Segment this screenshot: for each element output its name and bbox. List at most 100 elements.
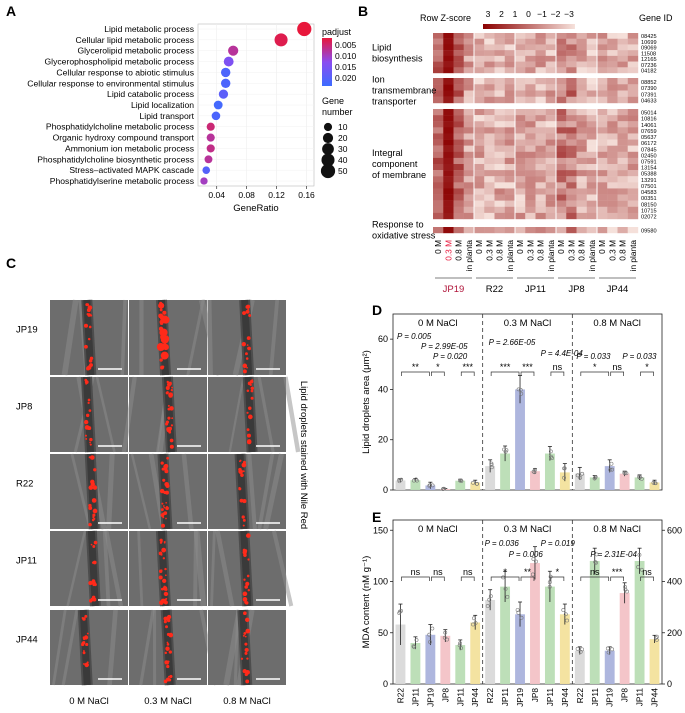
b-heat-cell (576, 61, 587, 68)
b-heat-cell (586, 188, 598, 195)
c-lipid-droplet (238, 486, 241, 489)
c-bg-hypha (223, 609, 243, 686)
b-heat-cell (433, 145, 444, 152)
b-heat-cell (484, 145, 495, 152)
e-replicate-point (443, 630, 448, 635)
b-heat-cell (545, 133, 557, 140)
e-bar (634, 561, 645, 684)
b-heat-cell (443, 90, 454, 97)
b-heat-cell (433, 61, 444, 68)
b-heat-cell (576, 50, 587, 57)
c-lipid-droplet (163, 598, 167, 602)
a-count-label: 30 (338, 144, 348, 154)
c-lipid-droplet (166, 427, 172, 433)
b-heat-cell (525, 78, 536, 85)
a-legend-count-title: Gene (322, 96, 344, 106)
c-lipid-droplet (159, 488, 165, 494)
c-lipid-droplet (238, 471, 241, 473)
a-dot (202, 166, 211, 174)
b-gene-id: 05388 (641, 172, 657, 178)
b-heat-cell (463, 133, 475, 140)
e-replicate-point (534, 559, 538, 564)
e-bar (604, 650, 615, 684)
b-heat-cell (556, 206, 567, 214)
b-heat-cell (627, 78, 639, 85)
b-gene-id: 07391 (641, 92, 657, 98)
a-x-axis-title: GeneRatio (233, 203, 278, 214)
b-heat-cell (586, 121, 598, 128)
b-heat-cell (597, 50, 608, 57)
b-heat-cell (474, 188, 485, 195)
a-legend-count-title: number (322, 107, 353, 117)
b-heat-cell (617, 61, 628, 68)
b-heat-cell (453, 133, 464, 140)
b-heat-cell (545, 33, 557, 39)
c-lipid-droplet (243, 631, 247, 635)
d-bar (410, 480, 421, 490)
d-replicate-point (622, 471, 627, 475)
e-bar (440, 635, 451, 684)
b-heat-cell (617, 188, 628, 195)
b-heat-cell (494, 157, 505, 165)
b-heat-cell (607, 145, 618, 152)
b-heat-cell (463, 121, 475, 128)
b-heat-cell (597, 127, 608, 134)
b-heat-cell (443, 164, 454, 171)
b-heat-cell (597, 61, 608, 68)
b-heat-cell (504, 38, 516, 45)
d-sig-bracket (550, 371, 565, 376)
c-lipid-droplet (244, 647, 249, 653)
e-section-title: 0.8 M NaCl (593, 524, 641, 535)
b-heat-cell (566, 182, 577, 189)
a-dot (200, 177, 208, 185)
b-heat-cell (566, 67, 577, 74)
c-bg-hypha (263, 453, 284, 530)
b-heat-cell (586, 194, 598, 201)
a-count-legend-dot (320, 163, 336, 179)
e-sig-mark: * (503, 567, 507, 577)
b-scale-bar (483, 24, 575, 29)
c-lipid-droplet (92, 485, 98, 490)
c-lipid-droplet (246, 657, 249, 660)
b-scale-tick: 3 (486, 9, 491, 19)
c-lipid-droplet (85, 413, 90, 418)
b-heat-cell (515, 151, 526, 159)
b-heat-cell (484, 78, 495, 85)
e-bar (619, 593, 630, 684)
b-heat-cell (443, 96, 454, 104)
b-heat-cell (607, 127, 618, 134)
d-replicate-point (397, 477, 402, 482)
c-lipid-droplet (168, 381, 172, 386)
c-lipid-droplet (164, 490, 169, 495)
b-heat-cell (463, 182, 475, 189)
e-x-tick-label: R22 (485, 688, 495, 704)
b-heat-cell (463, 145, 475, 152)
b-heat-cell (504, 55, 516, 62)
b-heat-cell (443, 67, 454, 74)
b-gene-id: 11508 (641, 51, 656, 57)
b-heat-cell (525, 38, 536, 45)
b-heat-cell (545, 194, 557, 201)
a-term-label: Lipid metabolic process (104, 24, 194, 34)
c-bg-hypha (121, 376, 137, 453)
b-heat-cell (576, 55, 587, 62)
c-lipid-droplet (160, 540, 163, 543)
b-heat-cell (463, 200, 475, 207)
b-strain-label: JP19 (443, 284, 465, 295)
b-group-label: Response to (372, 220, 424, 230)
b-heat-cell (617, 206, 628, 214)
b-heat-cell (504, 200, 516, 207)
b-heat-cell (484, 44, 495, 51)
b-heat-cell (494, 133, 505, 140)
c-col-label: 0.3 M NaCl (144, 696, 192, 707)
b-heat-cell (463, 164, 475, 171)
b-heat-cell (433, 67, 444, 74)
c-bg-hypha (215, 530, 235, 607)
panel-label-b: B (358, 3, 368, 19)
b-heat-cell (617, 227, 628, 234)
b-heat-cell (443, 133, 454, 140)
b-heat-cell (443, 182, 454, 189)
b-heat-cell (525, 170, 536, 177)
b-heat-cell (474, 50, 485, 57)
a-count-legend-dot (322, 132, 334, 144)
